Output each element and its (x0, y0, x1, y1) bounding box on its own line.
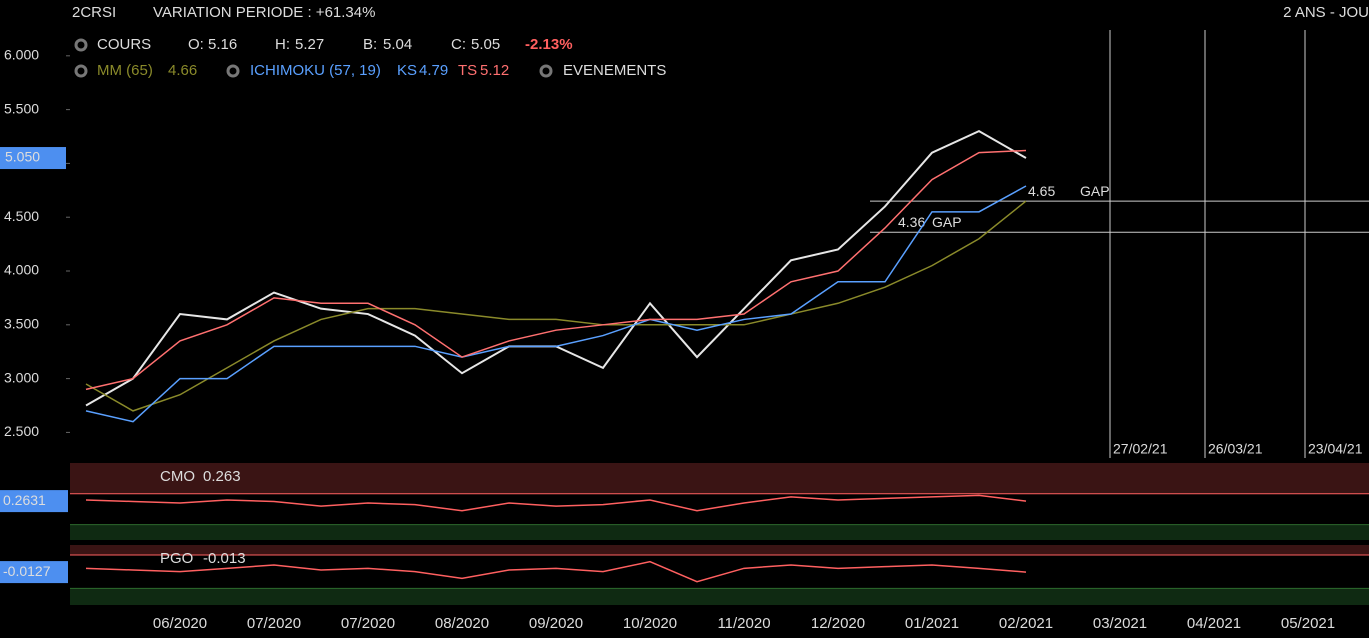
symbol: 2CRSI (72, 4, 116, 21)
x-tick-label: 02/2021 (999, 615, 1053, 632)
legend-ts: TS (458, 62, 477, 79)
gear-icon[interactable] (74, 38, 88, 52)
y-tick-label: 5.500 (4, 100, 39, 116)
indicator-value: 0.263 (203, 468, 241, 485)
gear-icon[interactable] (74, 64, 88, 78)
date-lines: 27/02/21 26/03/21 23/04/21 (1109, 30, 1363, 458)
gear-icon[interactable] (539, 64, 553, 78)
legend-change: -2.13% (525, 36, 573, 53)
price-tag-label: 5.050 (5, 149, 40, 165)
legend: COURS O: 5.16 H: 5.27 B: 5.04 C: 5.05 -2… (74, 36, 666, 79)
legend-events[interactable]: EVENEMENTS (563, 62, 666, 79)
x-tick-label: 11/2020 (717, 615, 770, 632)
indicator-line (85, 560, 1027, 583)
gap-label: GAP (932, 214, 962, 230)
legend-b-value: 5.04 (383, 36, 412, 53)
legend-cours: COURS (97, 36, 151, 53)
series-line (85, 185, 1027, 423)
panel-upper (70, 545, 1369, 555)
gap-label: GAP (1080, 183, 1110, 199)
y-tick-label: 4.000 (4, 262, 39, 278)
legend-ichimoku: ICHIMOKU (57, 19) (250, 62, 381, 79)
legend-o-value: 5.16 (208, 36, 237, 53)
x-tick-label: 06/2020 (153, 615, 207, 632)
series-line (85, 200, 1027, 412)
x-tick-label: 07/2020 (247, 615, 301, 632)
indicator-tag-label: -0.0127 (3, 563, 51, 579)
indicator-tag (0, 490, 68, 513)
indicator-tag (0, 561, 68, 584)
x-tick-label: 05/2021 (1281, 615, 1335, 632)
series-line (85, 149, 1027, 391)
date-label: 27/02/21 (1113, 441, 1168, 457)
gear-icon[interactable] (226, 64, 240, 78)
variation: VARIATION PERIODE : +61.34% (153, 4, 375, 21)
legend-ks-value: 4.79 (419, 62, 448, 79)
legend-o: O: (188, 36, 204, 53)
x-tick-label: 10/2020 (623, 615, 677, 632)
legend-mm-value: 4.66 (168, 62, 197, 79)
period[interactable]: 2 ANS - JOU (1283, 4, 1369, 21)
panel-lower (70, 588, 1369, 605)
legend-b: B: (363, 36, 377, 53)
panel-lower (70, 524, 1369, 540)
legend-mm: MM (65) (97, 62, 153, 79)
legend-c-value: 5.05 (471, 36, 500, 53)
legend-ks: KS (397, 62, 417, 79)
legend-h-value: 5.27 (295, 36, 324, 53)
indicator-value: -0.013 (203, 550, 246, 567)
legend-c: C: (451, 36, 466, 53)
y-tick-label: 4.500 (4, 208, 39, 224)
gap-level: 4.65 (1028, 183, 1055, 199)
x-tick-label: 08/2020 (435, 615, 489, 632)
panel-upper (70, 463, 1369, 494)
price-tag (0, 147, 66, 170)
y-tick-label: 2.500 (4, 423, 39, 439)
y-tick-label: 3.000 (4, 369, 39, 385)
date-label: 26/03/21 (1208, 441, 1263, 457)
x-tick-label: 03/2021 (1093, 615, 1147, 632)
y-tick-label: 3.500 (4, 316, 39, 332)
date-label: 23/04/21 (1308, 441, 1363, 457)
indicator-name: CMO (160, 468, 195, 485)
x-tick-label: 09/2020 (529, 615, 583, 632)
x-tick-label: 04/2021 (1187, 615, 1241, 632)
indicator-name: PGO (160, 550, 193, 567)
legend-h: H: (275, 36, 290, 53)
legend-ts-value: 5.12 (480, 62, 509, 79)
x-tick-label: 07/2020 (341, 615, 395, 632)
x-tick-label: 12/2020 (811, 615, 865, 632)
x-tick-label: 01/2021 (905, 615, 959, 632)
y-tick-label: 6.000 (4, 47, 39, 63)
indicator-tag-label: 0.2631 (3, 492, 46, 508)
indicator-line (85, 494, 1027, 512)
gap-level: 4.36 (898, 214, 925, 230)
